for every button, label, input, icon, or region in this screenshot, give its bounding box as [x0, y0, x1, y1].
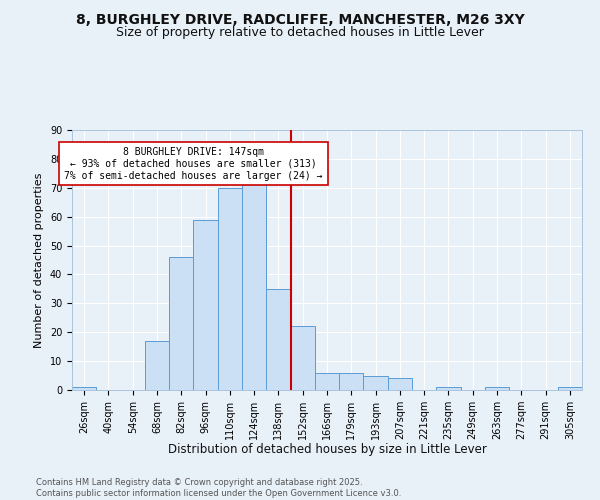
Bar: [169, 257, 193, 390]
Bar: [193, 220, 218, 390]
Bar: [388, 378, 412, 390]
Bar: [364, 376, 388, 390]
Y-axis label: Number of detached properties: Number of detached properties: [34, 172, 44, 348]
Bar: [485, 387, 509, 390]
Bar: [266, 289, 290, 390]
Text: Contains HM Land Registry data © Crown copyright and database right 2025.
Contai: Contains HM Land Registry data © Crown c…: [36, 478, 401, 498]
Bar: [290, 326, 315, 390]
Bar: [315, 372, 339, 390]
Bar: [72, 387, 96, 390]
Bar: [242, 182, 266, 390]
Bar: [339, 372, 364, 390]
Bar: [558, 387, 582, 390]
Text: 8, BURGHLEY DRIVE, RADCLIFFE, MANCHESTER, M26 3XY: 8, BURGHLEY DRIVE, RADCLIFFE, MANCHESTER…: [76, 12, 524, 26]
Text: Size of property relative to detached houses in Little Lever: Size of property relative to detached ho…: [116, 26, 484, 39]
Bar: [145, 341, 169, 390]
Bar: [218, 188, 242, 390]
Bar: [436, 387, 461, 390]
Text: Distribution of detached houses by size in Little Lever: Distribution of detached houses by size …: [167, 442, 487, 456]
Text: 8 BURGHLEY DRIVE: 147sqm
← 93% of detached houses are smaller (313)
7% of semi-d: 8 BURGHLEY DRIVE: 147sqm ← 93% of detach…: [64, 148, 323, 180]
